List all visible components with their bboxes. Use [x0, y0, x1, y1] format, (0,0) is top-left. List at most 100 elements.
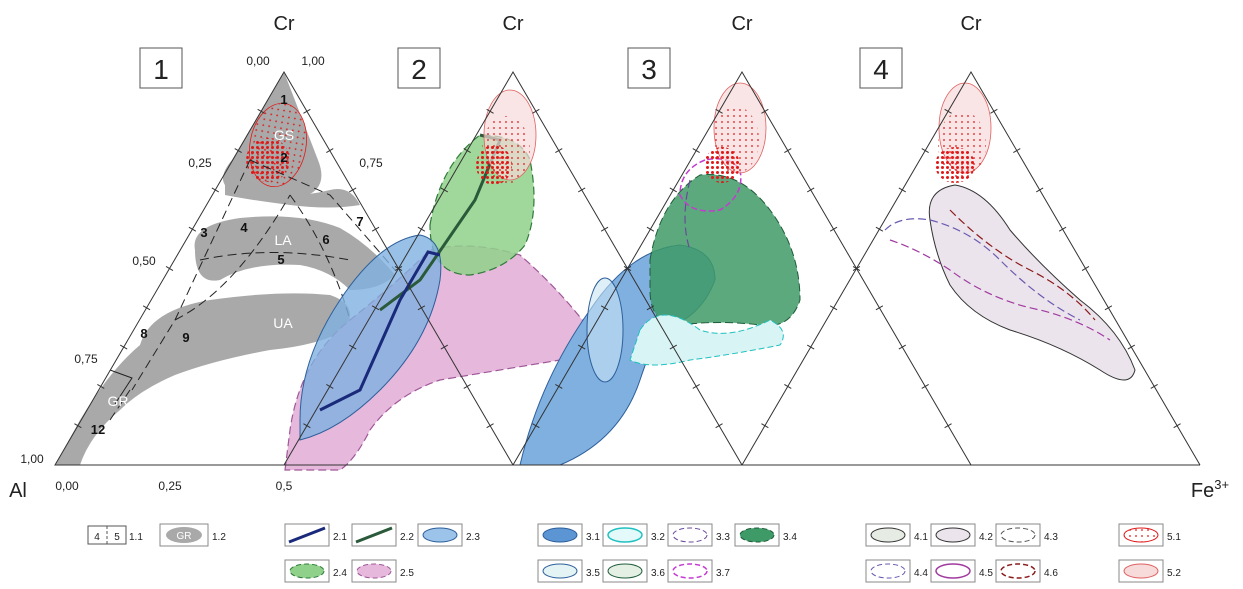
zone-label-9: 9	[182, 330, 189, 345]
tick-mark	[715, 423, 723, 429]
tick-mark	[806, 344, 815, 350]
tick-mark	[394, 266, 403, 271]
zone-label-7: 7	[356, 214, 363, 229]
apex-fe3: Fe3+	[1191, 477, 1229, 502]
tick-mark	[1104, 305, 1113, 311]
legend-label-4.2: 4.2	[979, 532, 993, 543]
legend-label-5.1: 5.1	[1167, 532, 1181, 543]
tick-mark	[784, 383, 792, 389]
legend-label-5.2: 5.2	[1167, 568, 1181, 579]
tick-mark	[646, 305, 655, 311]
zone-5.1-dense-panel2	[476, 145, 512, 185]
legend-label-2.2: 2.2	[400, 532, 414, 543]
apex-cr-2: Cr	[502, 13, 523, 35]
panel4-fields	[884, 82, 1136, 381]
tick-mark	[417, 226, 426, 232]
tick-mark	[371, 226, 380, 232]
legend-label-3.4: 3.4	[783, 532, 797, 543]
zone-name-ua: UA	[273, 315, 293, 331]
legend-label-3.3: 3.3	[716, 532, 730, 543]
tick-mark	[303, 423, 311, 429]
legend-label-3.5: 3.5	[586, 568, 600, 579]
triangle-4	[741, 71, 1201, 466]
legend-label-4.1: 4.1	[914, 532, 928, 543]
field-4.6	[949, 209, 1096, 321]
tick-mark	[326, 148, 334, 154]
panel-number-boxes: 1 2 3 4	[139, 47, 903, 89]
zone-label-2: 2	[280, 150, 287, 165]
tick-mark	[669, 344, 678, 350]
tick-mark	[532, 423, 540, 429]
tick-mark	[234, 148, 242, 154]
tick-mark	[1173, 423, 1181, 429]
zone-label-3: 3	[200, 225, 207, 240]
tick-left-100: 1,00	[20, 452, 44, 466]
zone-label-6: 6	[322, 232, 329, 247]
panel-number-4: 4	[873, 54, 889, 85]
tick-mark	[1013, 148, 1021, 154]
tick-mark	[348, 344, 357, 350]
tick-mark	[692, 383, 700, 389]
tick-mark	[944, 423, 952, 429]
field-3.3	[684, 179, 691, 251]
zone-5.1-dense-panel4	[935, 147, 975, 183]
tick-mark	[944, 108, 952, 114]
tick-left-050: 0,50	[132, 254, 156, 268]
zone-5.1-dense-panel3	[704, 147, 740, 183]
legend-label-3.7: 3.7	[716, 568, 730, 579]
zone-5.1-dense-panel1	[246, 138, 290, 182]
field-2.1	[319, 250, 441, 412]
tick-mark	[669, 187, 678, 193]
legend-gr-swatch: GR	[177, 531, 192, 542]
field-3.4	[649, 173, 801, 327]
tick-mark	[348, 187, 357, 193]
zone-label-4: 4	[240, 220, 248, 235]
tick-mark	[761, 108, 769, 114]
tick-mark	[990, 108, 998, 114]
tick-mark	[555, 148, 563, 154]
panel-number-1: 1	[153, 54, 169, 85]
tick-bottom-0: 0,00	[55, 479, 79, 493]
tick-mark	[600, 305, 609, 311]
zone-label-5: 5	[277, 252, 284, 267]
tick-bottom-025: 0,25	[158, 479, 182, 493]
tick-mark	[97, 383, 105, 389]
field-4.4	[884, 218, 1081, 321]
tick-mark	[577, 187, 586, 193]
legend-label-4.5: 4.5	[979, 568, 993, 579]
tick-mark	[486, 108, 494, 114]
panel-number-2: 2	[411, 54, 427, 85]
tick-mark	[829, 226, 838, 232]
legend-key-digit-4: 4	[94, 532, 100, 543]
legend: 4 5 1.1 GR 1.2 2.1 2.2 2.3 3.1 3.2 3.3	[87, 523, 1181, 583]
zone-label-8: 8	[140, 326, 147, 341]
tick-mark	[1150, 383, 1158, 389]
tick-left-025: 0,25	[188, 156, 212, 170]
tick-mark	[463, 148, 471, 154]
tick-mark	[761, 423, 769, 429]
legend-label-4.6: 4.6	[1044, 568, 1058, 579]
field-3.5	[586, 277, 624, 383]
tick-mark	[486, 423, 494, 429]
tick-mark	[852, 266, 861, 271]
tick-mark	[921, 148, 929, 154]
tick-mark	[806, 187, 815, 193]
tick-mark	[1058, 226, 1067, 232]
apex-cr-4: Cr	[960, 13, 981, 35]
legend-label-1.1: 1.1	[129, 532, 143, 543]
legend-label-2.1: 2.1	[333, 532, 347, 543]
zone-label-12: 12	[91, 422, 105, 437]
panel1-zones	[55, 72, 396, 465]
tick-mark	[875, 305, 884, 311]
tick-mark	[784, 148, 792, 154]
tick-mark	[440, 344, 449, 350]
tick-mark	[623, 266, 632, 271]
apex-cr-1: Cr	[273, 13, 294, 35]
tick-mark	[692, 148, 700, 154]
panel3-fields	[519, 82, 801, 466]
tick-right-075: 0,75	[359, 156, 383, 170]
tick-mark	[875, 226, 884, 232]
tick-mark	[1081, 266, 1090, 271]
tick-mark	[417, 305, 426, 311]
